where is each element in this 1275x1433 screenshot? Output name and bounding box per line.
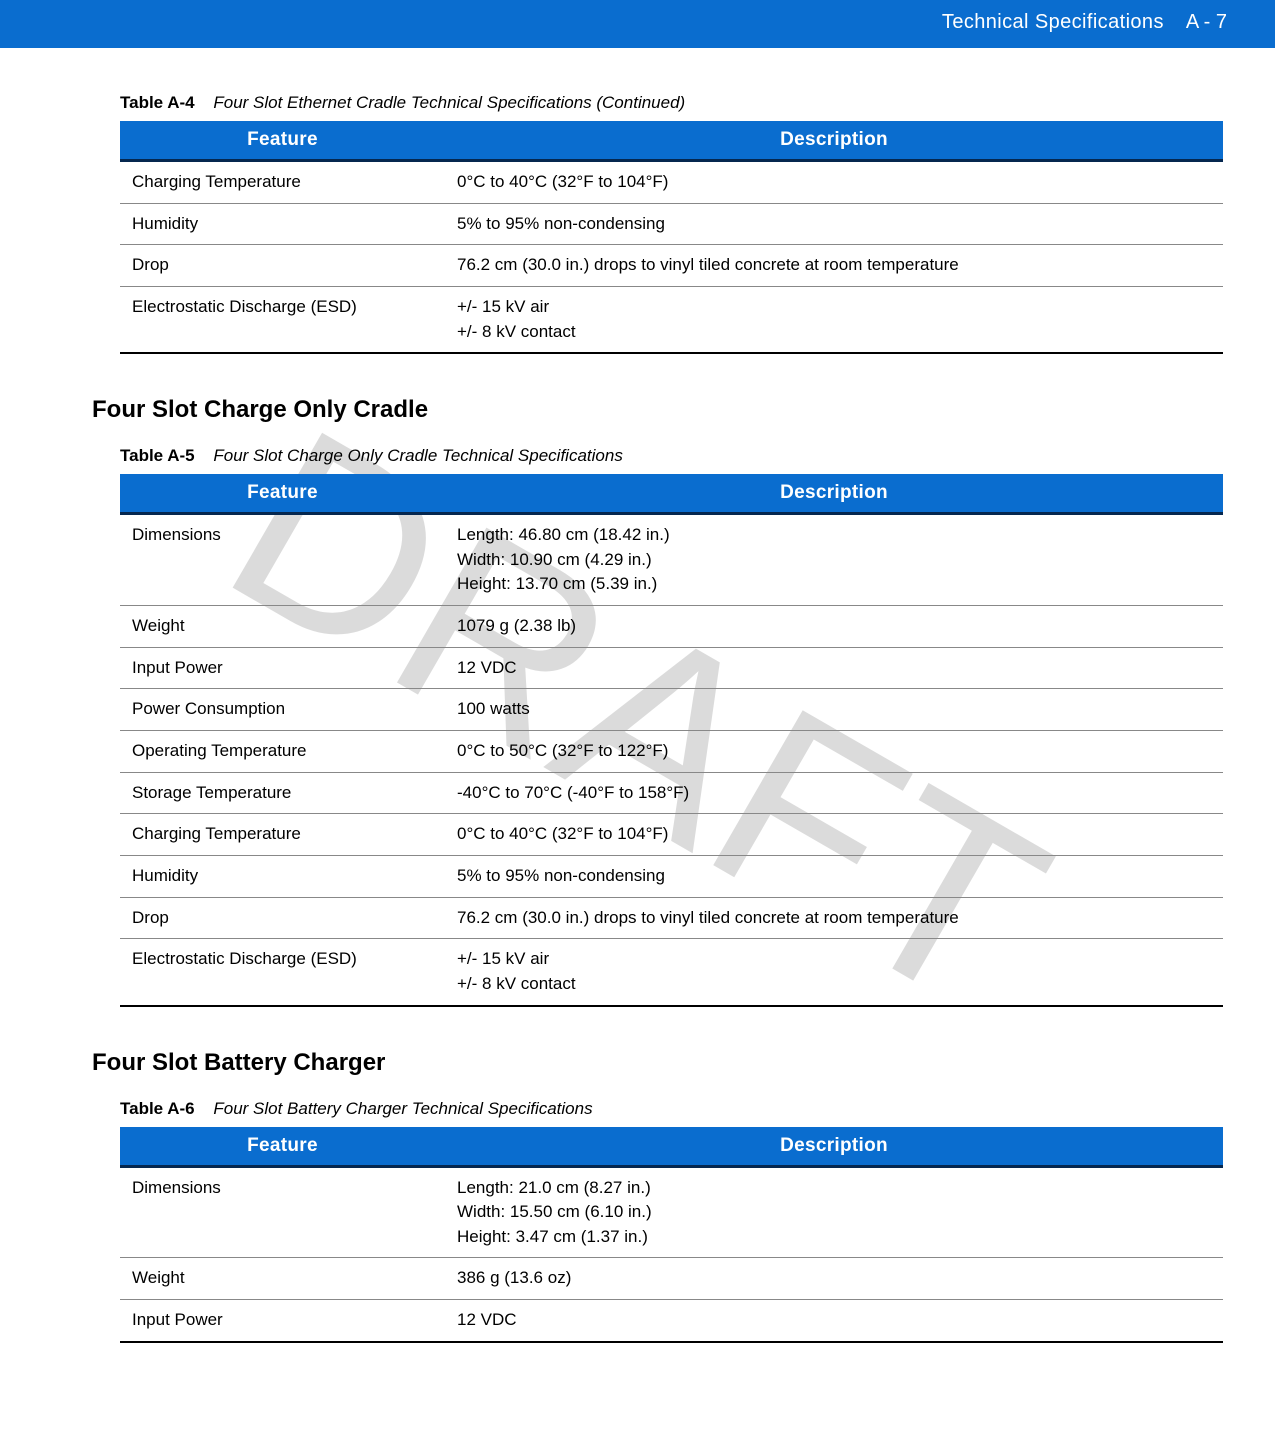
cell-description: -40°C to 70°C (-40°F to 158°F) [445,772,1223,814]
cell-description: +/- 15 kV air+/- 8 kV contact [445,286,1223,353]
cell-description: 5% to 95% non-condensing [445,855,1223,897]
table-a5-caption: Table A-5 Four Slot Charge Only Cradle T… [120,446,1223,466]
table-row: Humidity5% to 95% non-condensing [120,203,1223,245]
table-header-row: Feature Description [120,1127,1223,1167]
cell-description-line: +/- 15 kV air [457,295,1211,320]
cell-feature: Power Consumption [120,689,445,731]
table-a5-caption-text: Four Slot Charge Only Cradle Technical S… [213,446,622,465]
cell-feature: Electrostatic Discharge (ESD) [120,939,445,1006]
table-a5-caption-label: Table A-5 [120,446,195,465]
table-row: Electrostatic Discharge (ESD)+/- 15 kV a… [120,286,1223,353]
table-row: Input Power12 VDC [120,647,1223,689]
cell-feature: Dimensions [120,1166,445,1258]
table-row: Weight386 g (13.6 oz) [120,1258,1223,1300]
cell-feature: Drop [120,245,445,287]
table-row: Charging Temperature0°C to 40°C (32°F to… [120,814,1223,856]
page: Technical Specifications A - 7 DRAFT Tab… [0,0,1275,1433]
section-heading-a6: Four Slot Battery Charger [92,1049,1223,1077]
table-a5-body: DimensionsLength: 46.80 cm (18.42 in.)Wi… [120,514,1223,1006]
cell-feature: Operating Temperature [120,731,445,773]
cell-description: 100 watts [445,689,1223,731]
table-a6-caption: Table A-6 Four Slot Battery Charger Tech… [120,1099,1223,1119]
cell-description: Length: 21.0 cm (8.27 in.)Width: 15.50 c… [445,1166,1223,1258]
table-a6-col-feature: Feature [120,1127,445,1167]
cell-description: Length: 46.80 cm (18.42 in.)Width: 10.90… [445,514,1223,606]
table-row: DimensionsLength: 21.0 cm (8.27 in.)Widt… [120,1166,1223,1258]
table-a6-col-description: Description [445,1127,1223,1167]
table-row: Storage Temperature-40°C to 70°C (-40°F … [120,772,1223,814]
table-a6-caption-text: Four Slot Battery Charger Technical Spec… [213,1099,592,1118]
cell-feature: Electrostatic Discharge (ESD) [120,286,445,353]
table-a4-body: Charging Temperature0°C to 40°C (32°F to… [120,161,1223,354]
cell-feature: Input Power [120,647,445,689]
cell-description: +/- 15 kV air+/- 8 kV contact [445,939,1223,1006]
header-bar: Technical Specifications A - 7 [0,0,1275,45]
table-row: Weight1079 g (2.38 lb) [120,606,1223,648]
table-a4-col-description: Description [445,121,1223,161]
table-a6: Feature Description DimensionsLength: 21… [120,1127,1223,1343]
cell-description: 12 VDC [445,1300,1223,1342]
table-header-row: Feature Description [120,121,1223,161]
header-section-title: Technical Specifications [942,11,1164,34]
cell-description: 0°C to 40°C (32°F to 104°F) [445,161,1223,204]
cell-description-line: +/- 8 kV contact [457,320,1211,345]
content: Table A-4 Four Slot Ethernet Cradle Tech… [0,48,1275,1343]
cell-description-line: Length: 21.0 cm (8.27 in.) [457,1176,1211,1201]
table-a4: Feature Description Charging Temperature… [120,121,1223,354]
cell-description-line: +/- 15 kV air [457,947,1211,972]
cell-description: 1079 g (2.38 lb) [445,606,1223,648]
cell-description: 12 VDC [445,647,1223,689]
cell-feature: Weight [120,1258,445,1300]
cell-feature: Input Power [120,1300,445,1342]
table-row: Drop76.2 cm (30.0 in.) drops to vinyl ti… [120,897,1223,939]
table-a5-col-description: Description [445,474,1223,514]
cell-feature: Dimensions [120,514,445,606]
table-row: Input Power12 VDC [120,1300,1223,1342]
cell-description-line: Height: 13.70 cm (5.39 in.) [457,572,1211,597]
cell-feature: Storage Temperature [120,772,445,814]
table-row: Power Consumption100 watts [120,689,1223,731]
table-row: Humidity5% to 95% non-condensing [120,855,1223,897]
table-row: Charging Temperature0°C to 40°C (32°F to… [120,161,1223,204]
table-a4-col-feature: Feature [120,121,445,161]
table-a4-caption-text: Four Slot Ethernet Cradle Technical Spec… [213,93,685,112]
cell-feature: Humidity [120,203,445,245]
cell-description: 0°C to 40°C (32°F to 104°F) [445,814,1223,856]
cell-feature: Weight [120,606,445,648]
cell-feature: Drop [120,897,445,939]
cell-description: 386 g (13.6 oz) [445,1258,1223,1300]
table-row: Drop76.2 cm (30.0 in.) drops to vinyl ti… [120,245,1223,287]
cell-description-line: Height: 3.47 cm (1.37 in.) [457,1225,1211,1250]
section-heading-a5: Four Slot Charge Only Cradle [92,396,1223,424]
cell-description: 0°C to 50°C (32°F to 122°F) [445,731,1223,773]
table-a6-caption-label: Table A-6 [120,1099,195,1118]
table-a6-body: DimensionsLength: 21.0 cm (8.27 in.)Widt… [120,1166,1223,1342]
header-page-number: A - 7 [1186,11,1227,34]
cell-description: 5% to 95% non-condensing [445,203,1223,245]
table-a4-caption: Table A-4 Four Slot Ethernet Cradle Tech… [120,93,1223,113]
cell-feature: Charging Temperature [120,814,445,856]
cell-description-line: +/- 8 kV contact [457,972,1211,997]
cell-feature: Humidity [120,855,445,897]
cell-description-line: Width: 15.50 cm (6.10 in.) [457,1200,1211,1225]
table-header-row: Feature Description [120,474,1223,514]
table-row: DimensionsLength: 46.80 cm (18.42 in.)Wi… [120,514,1223,606]
table-a5-col-feature: Feature [120,474,445,514]
cell-description: 76.2 cm (30.0 in.) drops to vinyl tiled … [445,897,1223,939]
cell-description-line: Width: 10.90 cm (4.29 in.) [457,548,1211,573]
cell-feature: Charging Temperature [120,161,445,204]
table-row: Operating Temperature0°C to 50°C (32°F t… [120,731,1223,773]
table-a5: Feature Description DimensionsLength: 46… [120,474,1223,1006]
cell-description: 76.2 cm (30.0 in.) drops to vinyl tiled … [445,245,1223,287]
cell-description-line: Length: 46.80 cm (18.42 in.) [457,523,1211,548]
table-a4-caption-label: Table A-4 [120,93,195,112]
table-row: Electrostatic Discharge (ESD)+/- 15 kV a… [120,939,1223,1006]
